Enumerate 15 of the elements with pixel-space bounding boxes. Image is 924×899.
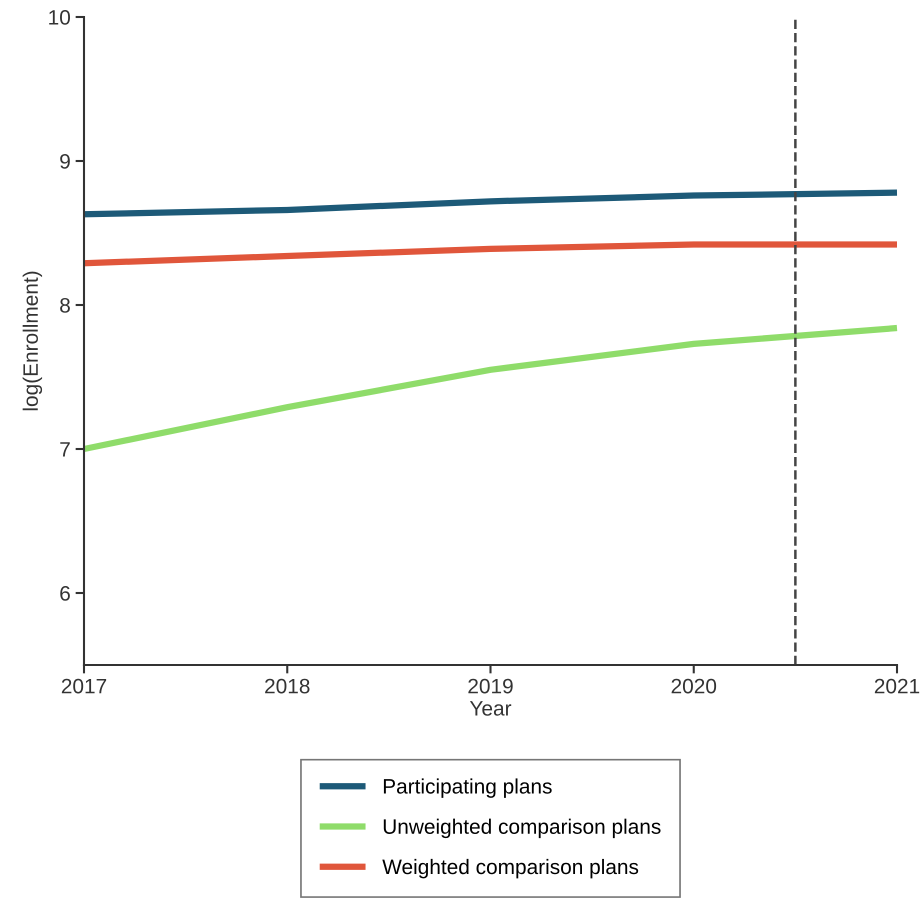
x-tick-label: 2021: [874, 678, 920, 694]
y-tick-label: 8: [60, 298, 70, 313]
y-tick-label: 9: [60, 154, 70, 169]
x-tick-label: 2020: [672, 678, 716, 694]
y-tick-label: 7: [60, 442, 70, 457]
legend-label: Participating plans: [384, 778, 552, 798]
x-tick-label: 2017: [62, 678, 106, 694]
y-tick-label: 10: [49, 10, 70, 25]
x-axis-title: Year: [470, 701, 512, 716]
legend-label: Weighted comparison plans: [382, 858, 638, 878]
legend-label: Unweighted comparison plans: [384, 818, 661, 838]
x-tick-label: 2018: [265, 678, 310, 694]
x-tick-label: 2019: [468, 678, 513, 694]
y-axis-title: log(Enrollment): [22, 272, 42, 410]
y-tick-label: 6: [60, 586, 70, 601]
